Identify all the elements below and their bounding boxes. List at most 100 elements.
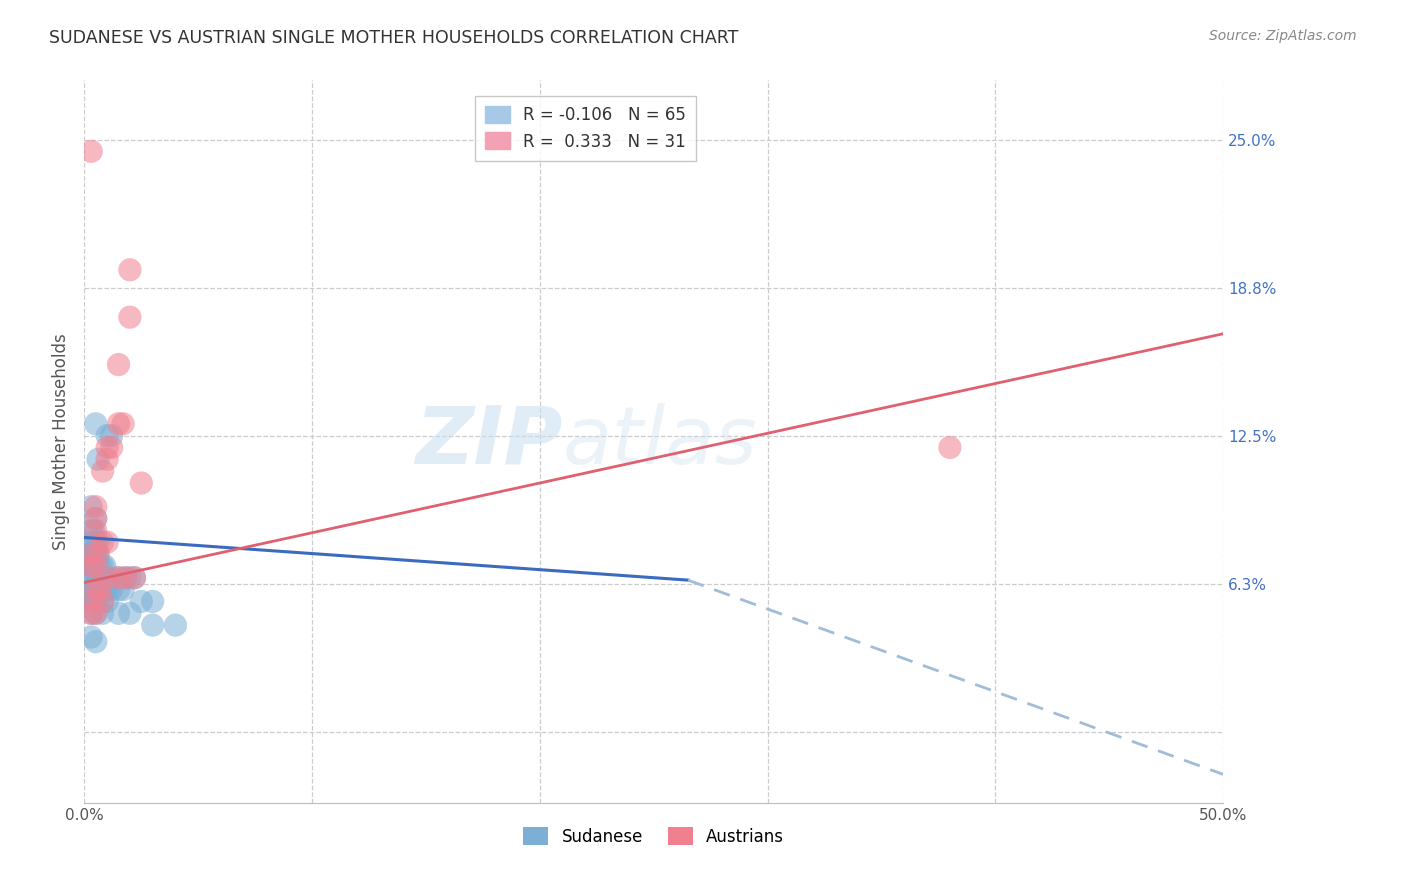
Point: [84, 535, 107, 549]
Point: [84, 582, 107, 597]
Point: [165, 618, 187, 632]
Point: [82, 594, 104, 608]
Point: [100, 428, 122, 442]
Point: [89, 582, 111, 597]
Text: atlas: atlas: [562, 402, 758, 481]
Point: [82, 524, 104, 538]
Point: [80, 547, 103, 561]
Point: [107, 607, 129, 621]
Point: [84, 511, 107, 525]
Point: [82, 535, 104, 549]
Point: [91, 535, 114, 549]
Point: [80, 535, 103, 549]
Point: [94, 582, 117, 597]
Y-axis label: Single Mother Households: Single Mother Households: [52, 334, 70, 549]
Point: [939, 441, 962, 455]
Point: [84, 634, 107, 648]
Point: [87, 452, 110, 467]
Text: Source: ZipAtlas.com: Source: ZipAtlas.com: [1209, 29, 1357, 44]
Point: [80, 594, 103, 608]
Point: [82, 582, 104, 597]
Point: [84, 607, 107, 621]
Point: [91, 607, 114, 621]
Point: [87, 547, 110, 561]
Point: [96, 582, 118, 597]
Point: [96, 428, 118, 442]
Point: [80, 145, 103, 159]
Point: [91, 464, 114, 478]
Point: [96, 571, 118, 585]
Point: [96, 535, 118, 549]
Legend: Sudanese, Austrians: Sudanese, Austrians: [516, 821, 792, 852]
Point: [84, 500, 107, 514]
Point: [131, 594, 153, 608]
Point: [112, 417, 135, 431]
Point: [91, 594, 114, 608]
Point: [118, 262, 141, 277]
Point: [107, 417, 129, 431]
Point: [77, 582, 100, 597]
Point: [96, 441, 118, 455]
Point: [82, 571, 104, 585]
Point: [80, 571, 103, 585]
Point: [107, 571, 129, 585]
Point: [87, 547, 110, 561]
Point: [80, 558, 103, 573]
Point: [131, 475, 153, 490]
Point: [80, 607, 103, 621]
Point: [80, 582, 103, 597]
Point: [82, 547, 104, 561]
Point: [80, 547, 103, 561]
Point: [142, 594, 165, 608]
Point: [84, 547, 107, 561]
Point: [89, 582, 111, 597]
Point: [94, 558, 117, 573]
Point: [124, 571, 146, 585]
Point: [91, 571, 114, 585]
Text: SUDANESE VS AUSTRIAN SINGLE MOTHER HOUSEHOLDS CORRELATION CHART: SUDANESE VS AUSTRIAN SINGLE MOTHER HOUSE…: [49, 29, 738, 47]
Point: [84, 594, 107, 608]
Point: [87, 535, 110, 549]
Point: [84, 582, 107, 597]
Point: [118, 310, 141, 325]
Point: [87, 594, 110, 608]
Point: [107, 582, 129, 597]
Point: [107, 358, 129, 372]
Point: [87, 582, 110, 597]
Point: [77, 594, 100, 608]
Point: [80, 630, 103, 644]
Point: [100, 571, 122, 585]
Point: [77, 547, 100, 561]
Point: [80, 500, 103, 514]
Point: [84, 524, 107, 538]
Point: [100, 441, 122, 455]
Point: [114, 571, 136, 585]
Point: [84, 558, 107, 573]
Point: [84, 558, 107, 573]
Point: [96, 594, 118, 608]
Point: [91, 594, 114, 608]
Point: [118, 571, 141, 585]
Point: [89, 558, 111, 573]
Point: [91, 558, 114, 573]
Point: [89, 571, 111, 585]
Point: [87, 571, 110, 585]
Point: [84, 607, 107, 621]
Point: [107, 571, 129, 585]
Point: [84, 417, 107, 431]
Point: [112, 582, 135, 597]
Point: [80, 524, 103, 538]
Point: [84, 571, 107, 585]
Point: [82, 558, 104, 573]
Point: [96, 571, 118, 585]
Point: [114, 571, 136, 585]
Point: [118, 607, 141, 621]
Point: [87, 558, 110, 573]
Point: [124, 571, 146, 585]
Point: [142, 618, 165, 632]
Text: ZIP: ZIP: [415, 402, 562, 481]
Point: [100, 582, 122, 597]
Point: [84, 511, 107, 525]
Point: [96, 452, 118, 467]
Point: [82, 594, 104, 608]
